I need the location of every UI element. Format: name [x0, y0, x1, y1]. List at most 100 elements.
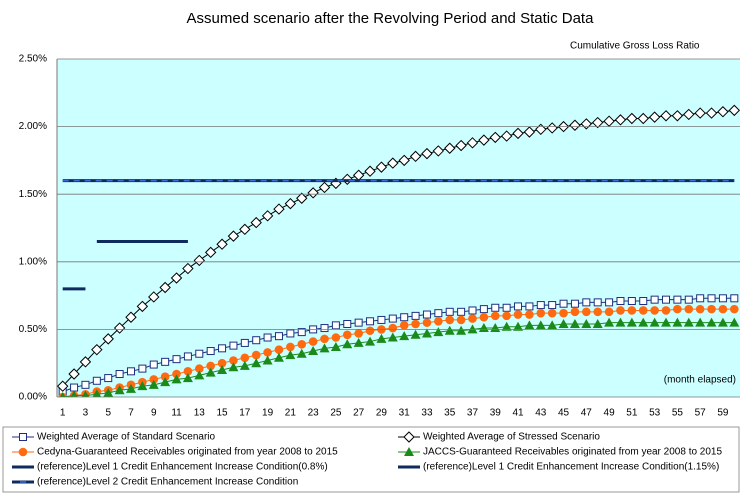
x-tick-label: 19	[262, 408, 274, 419]
marker	[148, 291, 160, 303]
chart-title: Assumed scenario after the Revolving Per…	[187, 10, 595, 27]
marker	[342, 330, 352, 340]
marker	[717, 317, 728, 327]
marker	[592, 116, 604, 129]
marker	[137, 381, 148, 391]
marker	[194, 370, 205, 380]
marker	[308, 337, 318, 346]
marker	[400, 313, 409, 322]
marker	[705, 107, 718, 119]
marker	[638, 306, 648, 315]
marker	[445, 315, 455, 325]
marker	[319, 343, 330, 353]
marker	[604, 317, 615, 327]
marker	[218, 344, 227, 353]
marker	[512, 127, 524, 140]
marker	[172, 369, 181, 379]
marker	[274, 345, 284, 354]
marker	[411, 311, 420, 320]
marker	[730, 294, 739, 303]
marker	[274, 332, 283, 341]
marker	[273, 203, 285, 215]
marker	[195, 349, 204, 358]
legend-label: Cedyna-Guaranteed Receivables originated…	[37, 447, 338, 458]
legend-label: Weighted Average of Stressed Scenario	[423, 432, 600, 443]
marker	[592, 318, 603, 328]
x-tick-label: 51	[626, 408, 638, 419]
x-tick-label: 9	[151, 408, 157, 419]
marker	[365, 326, 375, 336]
marker	[730, 304, 739, 314]
legend-box	[2, 426, 740, 493]
marker	[114, 385, 125, 395]
marker	[502, 303, 511, 312]
legend-label: (reference)Level 1 Credit Enhancement In…	[37, 462, 328, 473]
x-tick-label: 15	[216, 408, 228, 419]
marker	[614, 114, 627, 126]
marker	[68, 368, 80, 380]
marker	[637, 112, 649, 125]
marker	[558, 318, 569, 328]
marker	[433, 327, 444, 337]
marker	[500, 130, 513, 142]
marker	[296, 192, 308, 204]
marker	[410, 329, 421, 339]
marker	[398, 154, 410, 167]
x-tick-label: 57	[695, 408, 707, 419]
marker	[479, 305, 488, 314]
x-tick-label: 5	[105, 408, 111, 419]
marker	[331, 333, 341, 342]
marker	[479, 312, 489, 322]
plot-content	[57, 104, 740, 397]
marker	[318, 181, 331, 194]
y-tick-label: 1.50%	[19, 189, 47, 200]
legend-marker	[404, 447, 414, 456]
marker	[639, 297, 648, 306]
marker	[388, 323, 398, 333]
marker	[296, 348, 307, 358]
marker	[193, 254, 205, 267]
marker	[148, 379, 159, 389]
x-tick-label: 25	[330, 408, 342, 419]
marker	[445, 307, 454, 316]
marker	[172, 355, 181, 364]
marker	[204, 246, 217, 259]
plot-area	[57, 59, 740, 397]
marker	[683, 317, 694, 327]
marker	[569, 318, 580, 328]
marker	[286, 329, 295, 338]
y-tick-label: 0.00%	[19, 392, 47, 403]
marker	[582, 298, 591, 307]
marker	[694, 107, 706, 119]
marker	[491, 303, 500, 312]
marker	[91, 343, 103, 356]
marker	[216, 238, 228, 250]
marker	[569, 119, 581, 131]
marker	[375, 161, 388, 173]
marker	[717, 106, 729, 118]
marker	[434, 316, 443, 326]
x-tick-label: 59	[717, 408, 729, 419]
marker	[432, 145, 445, 157]
y-axis-title: Cumulative Gross Loss Ratio	[570, 41, 700, 52]
marker	[672, 317, 683, 327]
marker	[102, 333, 114, 345]
legend-marker	[19, 433, 27, 441]
marker	[570, 307, 580, 317]
marker	[444, 325, 455, 335]
marker	[297, 339, 307, 349]
marker	[615, 317, 626, 327]
marker	[616, 306, 625, 315]
marker	[502, 311, 511, 321]
x-tick-label: 35	[444, 408, 456, 419]
marker	[570, 299, 579, 308]
x-tick-label: 29	[376, 408, 388, 419]
marker	[718, 294, 727, 303]
marker	[673, 304, 682, 314]
y-tick-label: 1.00%	[19, 256, 47, 267]
x-tick-label: 13	[194, 408, 206, 419]
marker	[262, 355, 273, 365]
marker	[263, 348, 272, 357]
marker	[170, 272, 183, 284]
marker	[707, 294, 716, 303]
